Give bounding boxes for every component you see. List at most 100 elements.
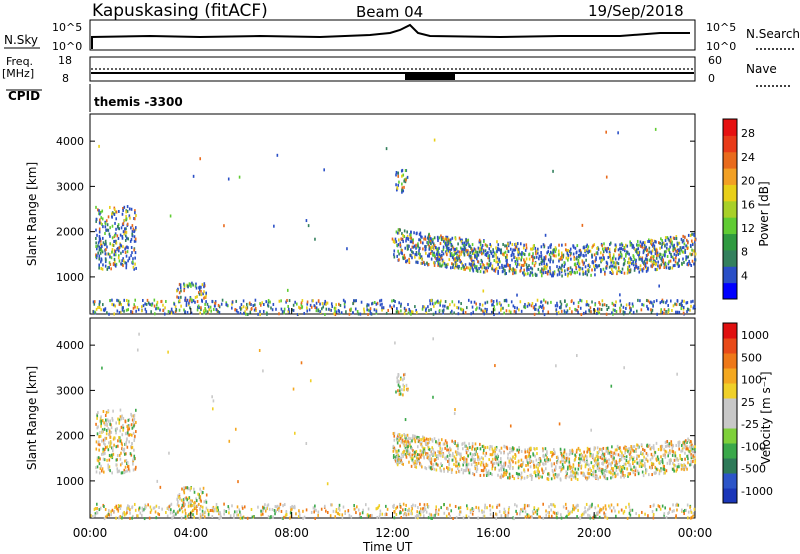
echo-point [631, 302, 634, 306]
echo-point [684, 451, 686, 455]
echo-point [131, 418, 134, 422]
echo-point [666, 242, 668, 246]
echo-point [356, 505, 358, 509]
echo-point [119, 515, 122, 519]
echo-point [111, 416, 114, 420]
echo-point [464, 444, 466, 448]
echo-point [585, 245, 588, 249]
echo-point [495, 256, 498, 260]
echo-point [606, 477, 609, 481]
echo-point [116, 470, 119, 474]
echo-point [519, 300, 522, 304]
echo-point [602, 473, 605, 477]
echo-point [664, 262, 667, 266]
echo-point [638, 454, 640, 458]
echo-point [429, 466, 432, 470]
echo-point [603, 303, 606, 307]
echo-point [614, 263, 617, 267]
echo-point [177, 510, 179, 514]
echo-point [410, 509, 413, 513]
echo-point [608, 252, 611, 256]
echo-point [661, 299, 663, 303]
echo-point [133, 217, 135, 221]
echo-point [559, 300, 562, 304]
echo-point [108, 433, 110, 437]
echo-point [681, 449, 684, 453]
echo-point [98, 257, 101, 261]
echo-point [685, 238, 688, 242]
echo-point [437, 239, 439, 243]
echo-point [290, 508, 292, 512]
echo-point [127, 504, 129, 508]
echo-point [568, 511, 571, 515]
echo-point [686, 301, 689, 305]
echo-point [102, 457, 105, 461]
echo-point [104, 239, 107, 243]
echo-point [408, 244, 410, 248]
echo-point [639, 459, 641, 463]
cpid-label: CPID [8, 89, 40, 103]
echo-point [107, 409, 110, 413]
echo-point [428, 457, 430, 461]
echo-point [340, 311, 343, 315]
echo-point [587, 264, 590, 268]
echo-point [497, 271, 499, 275]
echo-point [659, 246, 661, 250]
echo-point [462, 447, 464, 451]
date-title: 19/Sep/2018 [588, 2, 684, 20]
echo-point [550, 477, 553, 481]
echo-point [526, 515, 529, 519]
echo-point [585, 300, 588, 304]
echo-point [255, 309, 257, 313]
echo-point [92, 310, 95, 314]
echo-point [446, 235, 449, 239]
echo-point [125, 236, 128, 240]
echo-point [226, 303, 228, 307]
echo-point [598, 468, 600, 472]
echo-point [178, 493, 181, 497]
echo-point [551, 503, 553, 507]
echo-point [579, 298, 581, 302]
echo-point [450, 247, 453, 251]
echo-point [628, 302, 631, 306]
echo-point [584, 509, 587, 513]
echo-point [408, 436, 410, 440]
echo-point [513, 517, 515, 521]
echo-point [115, 507, 118, 511]
echo-point [98, 248, 101, 252]
echo-point [470, 254, 472, 258]
echo-point [581, 267, 584, 271]
echo-point [413, 462, 416, 466]
echo-point [438, 442, 441, 446]
echo-point [601, 467, 603, 471]
echo-point [241, 505, 244, 509]
echo-point [603, 452, 606, 456]
echo-point [687, 510, 690, 514]
echo-point [491, 505, 494, 509]
echo-point [589, 467, 591, 471]
echo-point [664, 455, 667, 459]
echo-point [489, 445, 492, 449]
echo-point [607, 462, 610, 466]
echo-point [500, 463, 502, 467]
echo-point [572, 463, 575, 467]
echo-point [571, 474, 573, 478]
echo-point [265, 300, 268, 304]
echo-point [660, 308, 663, 312]
echo-point [98, 245, 101, 249]
echo-point [400, 169, 403, 173]
echo-point [542, 462, 544, 466]
echo-point [486, 506, 488, 510]
echo-point [441, 447, 444, 451]
echo-point [643, 242, 646, 246]
echo-point [432, 452, 434, 456]
echo-point [373, 300, 376, 304]
echo-point [104, 443, 106, 447]
echo-point [402, 383, 405, 387]
echo-point [300, 302, 303, 306]
echo-point [635, 262, 637, 266]
echo-point [591, 502, 593, 506]
echo-point [678, 241, 681, 245]
echo-point [399, 243, 402, 247]
echo-point [111, 248, 114, 252]
